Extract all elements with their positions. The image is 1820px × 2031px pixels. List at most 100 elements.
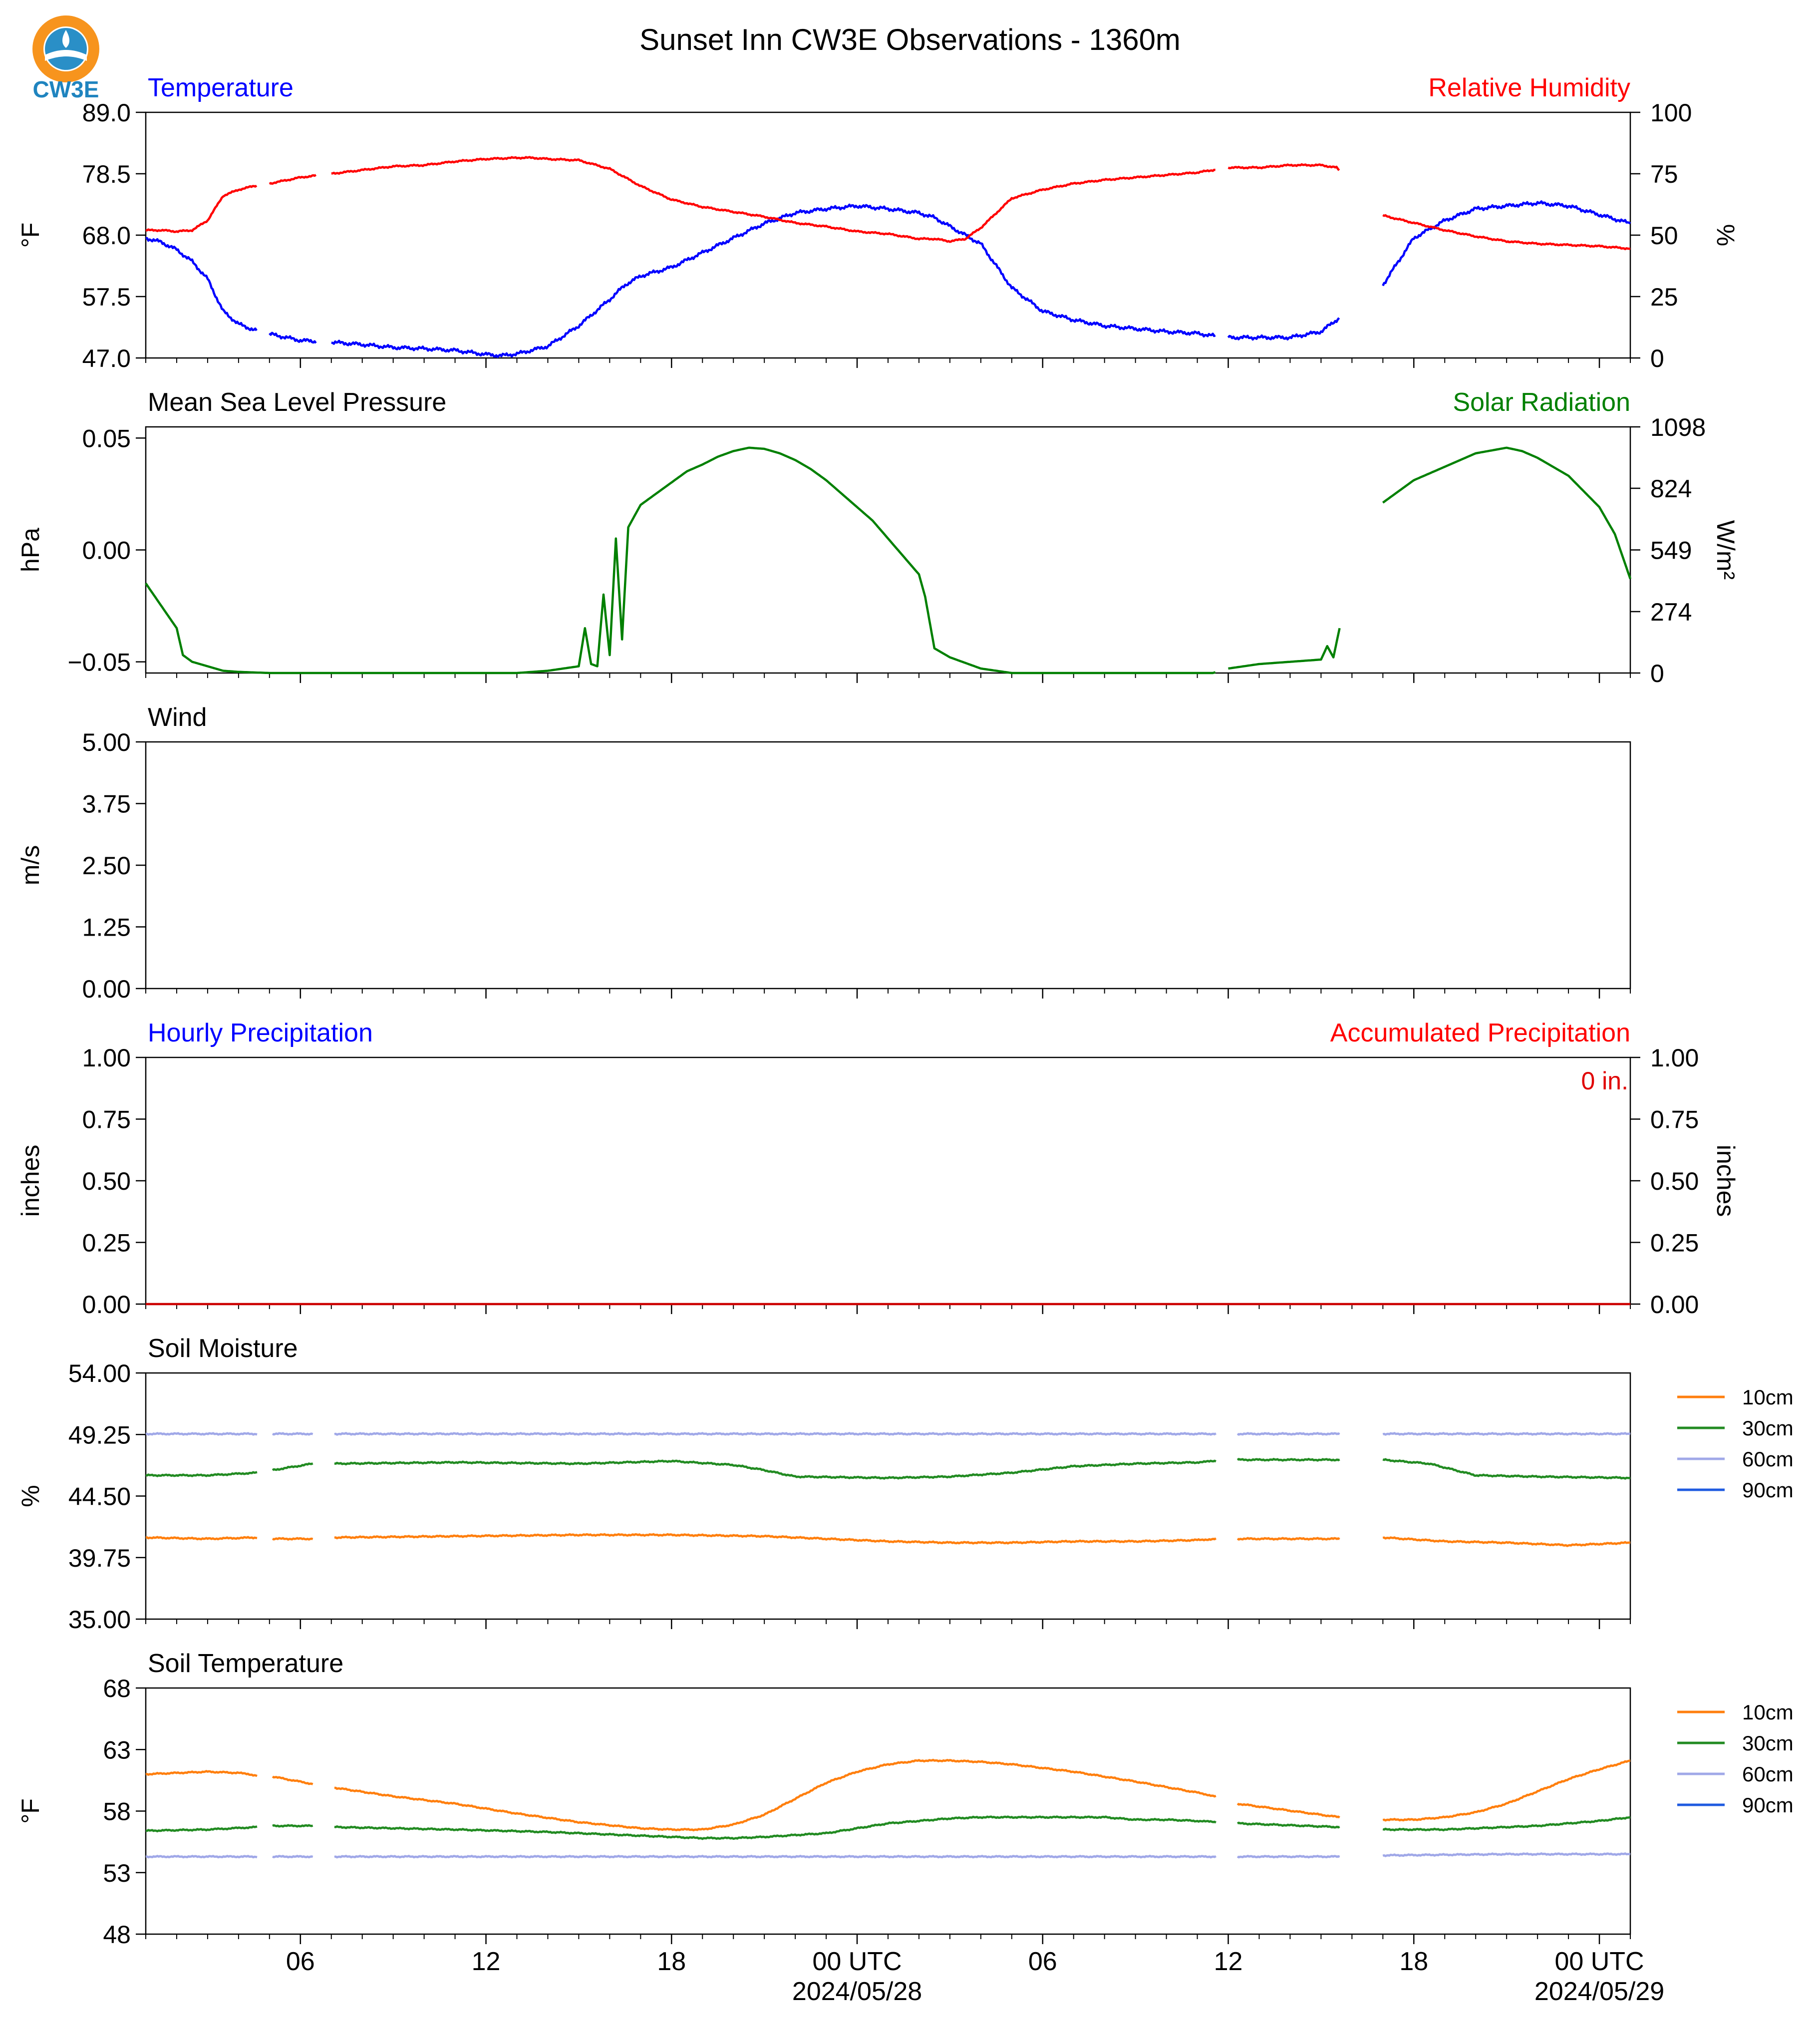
x-tick-label: 00 UTC: [812, 1947, 902, 1976]
y-tick-label: 48: [103, 1921, 131, 1949]
y-axis-label: hPa: [16, 528, 44, 572]
series-line-60cm-4: [1236, 1855, 1340, 1859]
y2-tick-label: 824: [1650, 475, 1692, 503]
y2-tick-label: 0.75: [1650, 1106, 1699, 1134]
series-line-left-1: [145, 237, 258, 332]
legend-label-90cm: 90cm: [1742, 1478, 1794, 1502]
y-tick-label: 54.00: [68, 1359, 131, 1387]
y-tick-label: 57.5: [82, 283, 131, 311]
legend-label-60cm: 60cm: [1742, 1762, 1794, 1786]
series-line-30cm-4: [1236, 1458, 1340, 1462]
series-line-30cm-5: [1382, 1816, 1631, 1832]
accumulated-total-label: 0 in.: [1581, 1067, 1628, 1095]
cw3e-logo: CW3E: [32, 15, 99, 102]
panel-left-title: Soil Moisture: [148, 1334, 298, 1363]
y2-tick-label: 100: [1650, 99, 1692, 127]
series-line-30cm-4: [1237, 1821, 1340, 1829]
y2-tick-label: 75: [1650, 160, 1678, 188]
y2-tick-label: 0.50: [1650, 1167, 1699, 1195]
y-tick-label: 0.25: [82, 1229, 131, 1257]
series-line-60cm-3: [334, 1432, 1217, 1436]
series-line-30cm-1: [145, 1471, 258, 1477]
series-line-right-2: [1228, 628, 1341, 670]
y-tick-label: 53: [103, 1859, 131, 1887]
series-line-30cm-5: [1382, 1458, 1631, 1480]
y-axis-label: m/s: [16, 845, 44, 886]
legend-label-10cm: 10cm: [1742, 1385, 1794, 1409]
y-tick-label: 3.75: [82, 790, 131, 818]
y2-axis-label: W/m²: [1712, 520, 1740, 580]
y2-axis-label: inches: [1712, 1145, 1740, 1217]
y-tick-label: 78.5: [82, 160, 131, 188]
y-tick-label: 44.50: [68, 1483, 131, 1511]
series-line-30cm-3: [334, 1815, 1216, 1840]
y-tick-label: 49.25: [68, 1421, 131, 1449]
y-tick-label: −0.05: [67, 649, 131, 677]
panel-1: 47.0 57.5 68.0 78.5 89.0 0 25 50 75 100 °F % Tempera…: [16, 73, 1740, 372]
y2-tick-label: 549: [1650, 537, 1692, 565]
series-line-right-3: [1382, 446, 1632, 580]
x-tick-label: 00 UTC: [1554, 1947, 1644, 1976]
y-axis-label: °F: [16, 223, 44, 248]
panel-2: −0.05 0.00 0.05 0 274 549 824 1098 hPa W/m² Mean S…: [16, 388, 1740, 687]
x-tick-label: 12: [472, 1947, 501, 1976]
series-line-10cm-3: [334, 1533, 1217, 1545]
y2-tick-label: 0.25: [1650, 1229, 1699, 1257]
panel-left-title: Temperature: [148, 73, 294, 102]
panel-5: 35.00 39.75 44.50 49.25 54.00% Soil Moisture 1…: [16, 1334, 1794, 1634]
series-line-30cm-3: [334, 1459, 1216, 1480]
series-line-left-4: [1227, 317, 1340, 341]
series-line-10cm-1: [145, 1770, 258, 1777]
y2-tick-label: 0: [1650, 660, 1664, 687]
series-line-right-3: [331, 156, 1215, 243]
series-line-60cm-5: [1382, 1432, 1631, 1436]
panel-4: 0.00 0.25 0.50 0.75 1.00 0.00 0.25 0.50 0.75 1.00…: [16, 1018, 1740, 1319]
y-tick-label: 47.0: [82, 344, 131, 372]
series-line-right-4: [1227, 163, 1340, 171]
y2-tick-label: 25: [1650, 283, 1678, 311]
series-line-30cm-1: [145, 1825, 258, 1833]
series-line-60cm-2: [272, 1432, 313, 1436]
series-line-left-5: [1382, 200, 1631, 287]
series-line-60cm-1: [145, 1432, 258, 1436]
legend-label-30cm: 30cm: [1742, 1416, 1794, 1440]
logo-text: CW3E: [33, 76, 99, 102]
series-line-left-2: [269, 332, 317, 344]
series-line-right-1: [145, 446, 1216, 675]
panel-left-title: Wind: [148, 703, 207, 732]
legend-label-60cm: 60cm: [1742, 1447, 1794, 1471]
series-line-10cm-2: [272, 1775, 313, 1785]
panel-right-title: Relative Humidity: [1428, 73, 1630, 102]
y-tick-label: 35.00: [68, 1606, 131, 1634]
series-line-60cm-4: [1236, 1432, 1340, 1436]
series-line-60cm-1: [145, 1855, 258, 1859]
panel-left-title: Soil Temperature: [148, 1649, 343, 1678]
series-line-right-2: [269, 174, 317, 185]
series-line-10cm-3: [334, 1758, 1216, 1832]
x-tick-label: 18: [657, 1947, 686, 1976]
x-date-label: 2024/05/29: [1534, 1977, 1664, 2006]
y2-tick-label: 1.00: [1650, 1044, 1699, 1072]
y-tick-label: 2.50: [82, 852, 131, 880]
series-line-10cm-5: [1382, 1536, 1631, 1547]
series-line-10cm-2: [272, 1537, 313, 1541]
x-date-label: 2024/05/28: [792, 1977, 922, 2006]
y2-axis-label: %: [1712, 224, 1740, 246]
y-axis-label: inches: [16, 1145, 44, 1217]
y-tick-label: 1.25: [82, 914, 131, 942]
y-tick-label: 68.0: [82, 222, 131, 250]
y2-tick-label: 1098: [1650, 413, 1706, 441]
y-tick-label: 39.75: [68, 1544, 131, 1572]
y-tick-label: 0.05: [82, 424, 131, 452]
legend-label-30cm: 30cm: [1742, 1731, 1794, 1755]
y-tick-label: 0.00: [82, 1291, 131, 1319]
y-tick-label: 89.0: [82, 99, 131, 127]
series-line-10cm-5: [1382, 1759, 1631, 1822]
legend-label-10cm: 10cm: [1742, 1700, 1794, 1724]
y2-tick-label: 0.00: [1650, 1291, 1699, 1319]
y2-tick-label: 50: [1650, 222, 1678, 250]
y-tick-label: 0.00: [82, 975, 131, 1003]
x-tick-label: 12: [1214, 1947, 1243, 1976]
series-line-10cm-4: [1236, 1802, 1340, 1819]
